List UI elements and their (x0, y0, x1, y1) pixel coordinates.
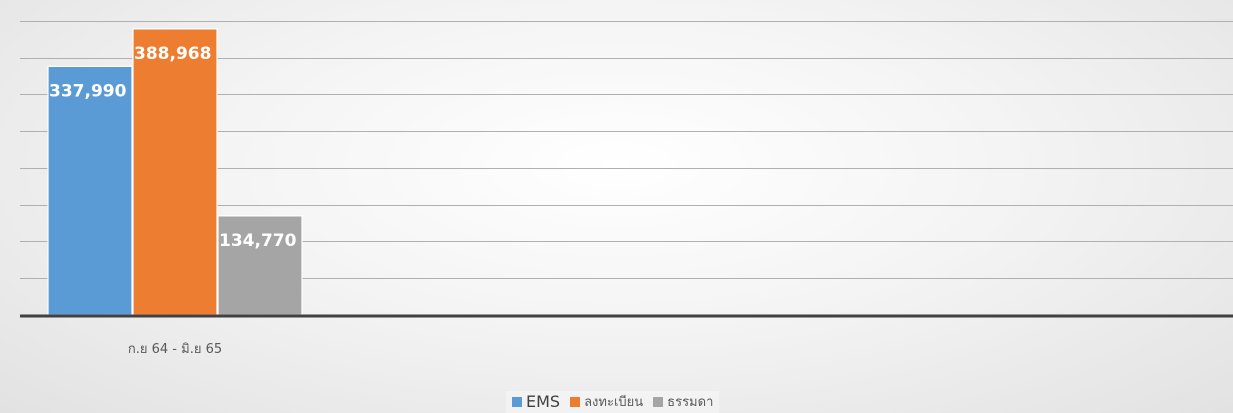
data-label-1: 388,968 (134, 44, 211, 64)
legend-item-ems[interactable]: EMS (512, 394, 560, 410)
legend-swatch-ems (512, 397, 522, 407)
category-label-0: ก.ย 64 - มิ.ย 65 (128, 342, 222, 357)
bar-0 (47, 65, 133, 316)
legend-label-ems: EMS (526, 392, 561, 411)
legend: EMS ลงทะเบียน ธรรมดา (506, 391, 720, 413)
legend-swatch-registered (570, 397, 581, 407)
legend-item-registered[interactable]: ลงทะเบียน (570, 396, 643, 409)
legend-swatch-regular (653, 397, 664, 407)
bar-2 (217, 215, 303, 316)
bar-1 (132, 28, 218, 316)
legend-label-regular: ธรรมดา (667, 394, 714, 410)
legend-item-regular[interactable]: ธรรมดา (653, 396, 713, 409)
legend-label-registered: ลงทะเบียน (584, 394, 644, 410)
data-label-0: 337,990 (49, 81, 127, 101)
data-label-2: 134,770 (219, 231, 297, 251)
